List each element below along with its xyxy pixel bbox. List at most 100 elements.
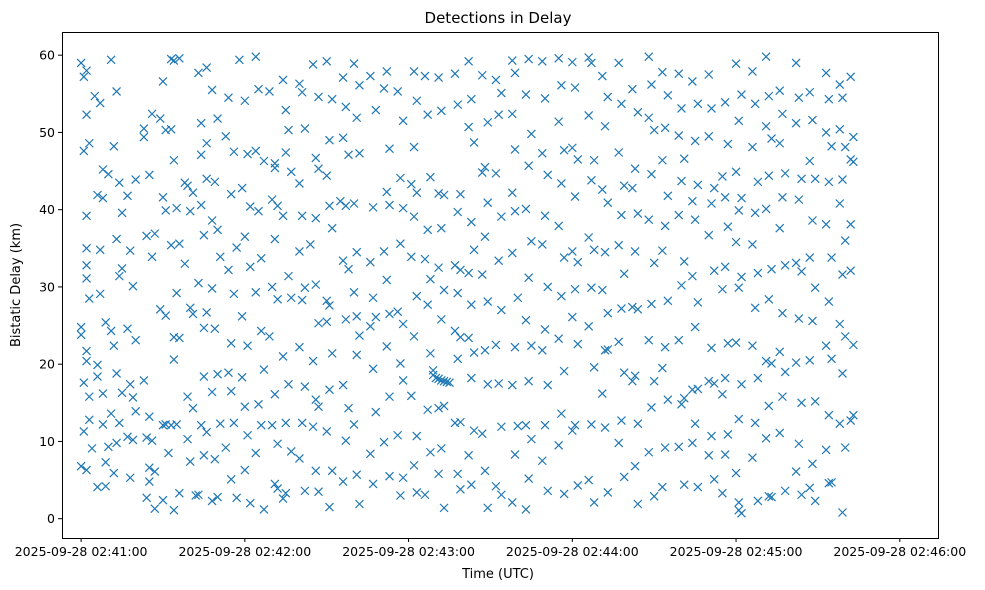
data-point <box>554 221 564 231</box>
data-point <box>589 498 599 507</box>
data-point <box>382 275 392 285</box>
data-point <box>704 450 714 460</box>
data-point <box>144 477 154 487</box>
data-point <box>570 284 580 294</box>
data-point <box>723 338 733 348</box>
data-point <box>229 289 239 299</box>
data-point <box>325 301 334 310</box>
data-point <box>797 398 806 408</box>
data-point <box>835 199 845 208</box>
data-point <box>436 443 446 453</box>
data-point <box>510 450 520 459</box>
data-point <box>764 171 774 181</box>
data-point <box>483 117 493 127</box>
data-point <box>720 192 730 202</box>
data-point <box>603 198 613 208</box>
data-point <box>573 257 583 267</box>
data-point <box>398 116 408 126</box>
data-point <box>95 289 105 299</box>
data-point <box>300 382 310 392</box>
data-point <box>164 448 173 458</box>
data-point <box>753 496 763 506</box>
data-point <box>649 491 659 501</box>
data-point <box>731 468 741 478</box>
data-point <box>409 142 419 152</box>
data-point <box>848 410 858 420</box>
data-point <box>679 257 689 266</box>
data-point <box>614 58 624 68</box>
data-point <box>294 246 304 256</box>
data-point <box>308 356 318 366</box>
data-point <box>355 80 364 90</box>
data-point <box>314 164 323 174</box>
data-point <box>537 148 547 158</box>
y-tick-label: 40 <box>39 202 55 217</box>
data-point <box>586 283 596 293</box>
data-point <box>808 459 817 469</box>
data-point <box>567 246 577 256</box>
data-point <box>183 181 192 191</box>
data-point <box>693 180 703 190</box>
data-point <box>406 252 416 262</box>
data-point <box>393 430 403 440</box>
data-point <box>436 314 446 324</box>
data-point <box>619 269 629 279</box>
data-point <box>704 131 714 141</box>
data-point <box>521 90 531 99</box>
data-point <box>82 260 91 270</box>
data-point <box>188 188 198 198</box>
data-point <box>737 90 746 99</box>
data-point <box>215 252 225 262</box>
data-point <box>617 210 626 220</box>
data-point <box>644 113 654 123</box>
data-point <box>434 263 444 273</box>
data-point <box>423 405 433 415</box>
data-point <box>169 505 179 515</box>
data-point <box>791 258 801 268</box>
data-point <box>554 117 564 127</box>
data-point <box>521 315 531 325</box>
data-point <box>420 71 430 81</box>
data-point <box>229 147 239 157</box>
data-point <box>717 284 727 294</box>
data-point <box>687 271 697 281</box>
data-point <box>767 492 776 502</box>
data-point <box>466 217 476 227</box>
data-point <box>139 375 149 385</box>
data-point <box>213 492 222 502</box>
data-point <box>767 264 776 274</box>
data-point <box>584 321 594 331</box>
data-point <box>338 256 348 266</box>
data-point <box>425 172 435 182</box>
data-point <box>325 135 334 145</box>
data-point <box>215 419 225 429</box>
data-point <box>229 418 239 428</box>
data-point <box>720 97 730 107</box>
data-point <box>731 167 741 177</box>
data-point <box>633 419 643 429</box>
data-point <box>559 253 569 263</box>
data-point <box>82 274 91 283</box>
y-tick-label: 60 <box>39 48 55 63</box>
data-point <box>540 420 550 430</box>
data-point <box>431 373 441 383</box>
data-point <box>273 201 283 211</box>
data-point <box>674 442 684 452</box>
data-point <box>442 377 452 387</box>
data-point <box>240 232 250 242</box>
data-point <box>780 168 790 178</box>
data-point <box>254 84 263 94</box>
data-point <box>95 245 105 255</box>
data-point <box>633 499 643 509</box>
data-point <box>827 354 836 364</box>
data-point <box>808 216 817 225</box>
data-point <box>556 291 566 301</box>
x-tick-label: 2025-09-28 02:41:00 <box>15 544 148 559</box>
data-point <box>707 343 716 353</box>
data-point <box>600 345 610 355</box>
data-point <box>93 360 102 370</box>
data-point <box>827 477 836 487</box>
data-point <box>617 416 626 426</box>
data-point <box>761 52 771 62</box>
data-point <box>93 372 102 381</box>
